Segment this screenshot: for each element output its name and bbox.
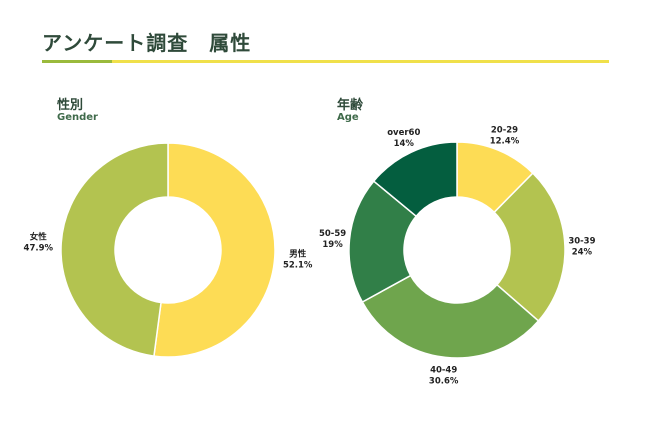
gender-slice-1 [60, 142, 169, 357]
page-title: アンケート調査 属性 [42, 31, 252, 55]
age-slice-2 [361, 274, 540, 359]
age-slice-category-0: 20-29 [491, 125, 518, 135]
gender-slice-value-1: 47.9% [24, 243, 54, 253]
gender-slice-category-0: 男性 [289, 249, 307, 260]
age-chart-title: 年齢 [337, 98, 364, 113]
age-slice-value-3: 19% [322, 240, 343, 250]
gender-slice-label-0: 男性 52.1% [283, 249, 313, 271]
age-slice-label-0: 20-29 12.4% [490, 125, 520, 146]
age-slice-category-4: over60 [387, 128, 420, 138]
age-slice-label-3: 50-59 19% [319, 229, 346, 250]
age-chart-subtitle: Age [337, 112, 359, 123]
age-slice-value-0: 12.4% [490, 136, 520, 146]
age-slice-1 [493, 172, 566, 322]
gender-chart-title: 性別 [57, 98, 84, 113]
age-slice-value-1: 24% [572, 247, 593, 257]
title-divider-accent [42, 60, 112, 63]
age-slice-4 [372, 141, 458, 218]
gender-chart-subtitle: Gender [57, 112, 98, 123]
age-slice-label-1: 30-39 24% [568, 236, 595, 257]
age-slice-value-2: 30.6% [429, 376, 459, 386]
gender-donut-chart: 男性 52.1% 女性 47.9% [24, 142, 313, 358]
gender-slice-category-1: 女性 [30, 231, 48, 242]
age-slice-label-4: over60 14% [387, 128, 420, 149]
age-slice-label-2: 40-49 30.6% [429, 365, 459, 386]
age-slice-category-3: 50-59 [319, 229, 346, 239]
gender-slice-value-0: 52.1% [283, 261, 313, 271]
age-slice-category-1: 30-39 [568, 236, 595, 246]
gender-slice-0 [153, 142, 276, 358]
age-donut-chart: 20-29 12.4% 30-39 24% 40-49 30.6% 50-59 19% over… [319, 125, 596, 386]
age-slice-value-4: 14% [394, 139, 415, 149]
gender-slice-label-1: 女性 47.9% [24, 231, 54, 253]
age-slice-category-2: 40-49 [430, 365, 457, 375]
title-divider [42, 60, 609, 63]
